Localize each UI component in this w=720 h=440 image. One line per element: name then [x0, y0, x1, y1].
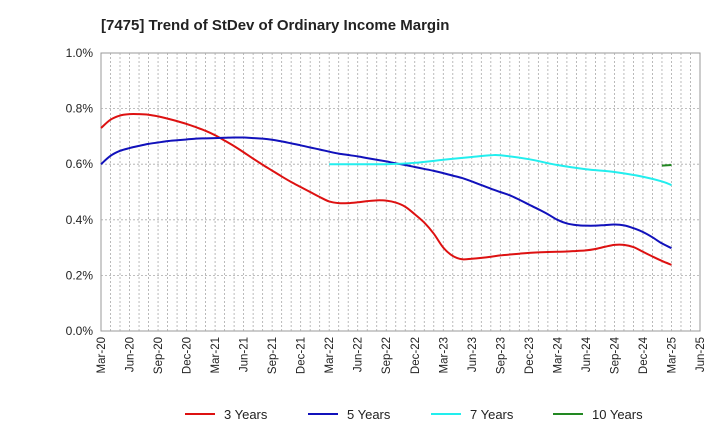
legend-label-3-years: 3 Years — [224, 407, 268, 422]
x-tick-label: Jun-21 — [239, 337, 251, 372]
legend-label-10-years: 10 Years — [592, 407, 643, 422]
x-tick-label: Jun-20 — [125, 337, 137, 372]
x-tick-label: Mar-23 — [438, 337, 450, 373]
x-tick-label: Mar-22 — [324, 337, 336, 373]
series-line-3-years — [100, 113, 672, 266]
plot-area: 0.0% 0.2% 0.4% 0.6% 0.8% 1.0% Mar-20 Jun-20 Sep-… — [66, 46, 707, 374]
x-tick-label: Jun-22 — [353, 337, 365, 372]
x-tick-label: Sep-23 — [495, 337, 507, 374]
x-tick-label: Dec-21 — [296, 337, 308, 374]
x-tick-label: Jun-23 — [467, 337, 479, 372]
y-tick-label: 1.0% — [66, 46, 94, 60]
legend-label-5-years: 5 Years — [347, 407, 391, 422]
x-tick-label: Jun-25 — [695, 337, 707, 372]
x-tick-label: Mar-24 — [552, 336, 564, 373]
x-tick-label: Sep-21 — [267, 337, 279, 374]
plot-frame — [100, 52, 701, 332]
x-tick-label: Mar-20 — [96, 337, 108, 373]
x-tick-label: Dec-22 — [410, 337, 422, 374]
x-tick-label: Mar-25 — [666, 337, 678, 373]
x-tick-label: Dec-23 — [524, 337, 536, 374]
x-tick-label: Sep-24 — [609, 336, 621, 374]
x-tick-label: Sep-22 — [381, 337, 393, 374]
series-line-5-years — [100, 136, 672, 250]
y-tick-label: 0.4% — [66, 213, 94, 227]
x-tick-label: Jun-24 — [581, 336, 593, 372]
chart-title: [7475] Trend of StDev of Ordinary Income… — [101, 17, 449, 34]
series-line-7-years — [329, 153, 672, 186]
x-tick-label: Mar-21 — [210, 337, 222, 373]
series-line-10-years — [661, 164, 672, 167]
y-tick-label: 0.6% — [66, 157, 94, 171]
y-tick-label: 0.8% — [66, 102, 94, 116]
y-tick-label: 0.0% — [66, 324, 94, 338]
x-tick-label: Sep-20 — [153, 337, 165, 374]
x-tick-label: Dec-20 — [182, 337, 194, 374]
y-tick-label: 0.2% — [66, 268, 94, 282]
x-tick-label: Dec-24 — [638, 336, 650, 374]
legend: 3 Years 5 Years 7 Years 10 Years — [185, 407, 643, 422]
legend-label-7-years: 7 Years — [470, 407, 514, 422]
